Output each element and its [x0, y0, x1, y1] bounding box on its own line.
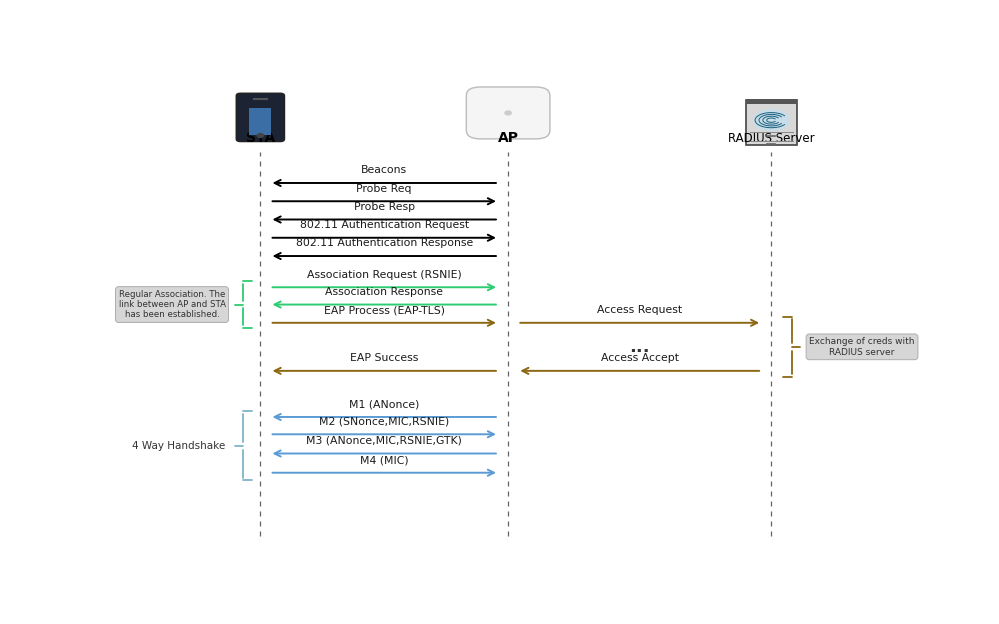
Text: EAP Success: EAP Success	[350, 353, 419, 363]
FancyBboxPatch shape	[237, 94, 285, 142]
Text: Exchange of creds with
RADIUS server: Exchange of creds with RADIUS server	[809, 337, 915, 356]
Text: M1 (ANonce): M1 (ANonce)	[349, 399, 420, 409]
Circle shape	[258, 134, 264, 137]
Text: STA: STA	[246, 130, 275, 145]
FancyBboxPatch shape	[746, 100, 796, 145]
Text: Probe Resp: Probe Resp	[354, 202, 415, 212]
Text: EAP Process (EAP-TLS): EAP Process (EAP-TLS)	[324, 305, 445, 315]
Text: Association Response: Association Response	[326, 287, 444, 297]
Text: 802.11 Authentication Request: 802.11 Authentication Request	[300, 220, 469, 230]
Text: Beacons: Beacons	[362, 165, 408, 175]
Text: Access Accept: Access Accept	[600, 353, 678, 363]
FancyBboxPatch shape	[467, 87, 549, 139]
FancyBboxPatch shape	[746, 99, 796, 104]
Text: AP: AP	[498, 130, 518, 145]
FancyBboxPatch shape	[250, 108, 272, 135]
Text: Probe Req: Probe Req	[357, 183, 412, 193]
Text: M4 (MIC): M4 (MIC)	[360, 455, 409, 465]
Text: 4 Way Handshake: 4 Way Handshake	[132, 441, 226, 451]
Circle shape	[505, 111, 511, 115]
Text: 802.11 Authentication Response: 802.11 Authentication Response	[296, 238, 473, 248]
Circle shape	[754, 110, 788, 131]
Text: M3 (ANonce,MIC,RSNIE,GTK): M3 (ANonce,MIC,RSNIE,GTK)	[307, 436, 463, 446]
Text: RADIUS Server: RADIUS Server	[728, 132, 814, 145]
Text: Access Request: Access Request	[597, 305, 682, 315]
Text: Regular Association. The
link between AP and STA
has been established.: Regular Association. The link between AP…	[119, 290, 226, 319]
Text: Association Request (RSNIE): Association Request (RSNIE)	[307, 270, 462, 280]
Text: M2 (SNonce,MIC,RSNIE): M2 (SNonce,MIC,RSNIE)	[319, 417, 450, 427]
Text: ...: ...	[629, 338, 650, 356]
